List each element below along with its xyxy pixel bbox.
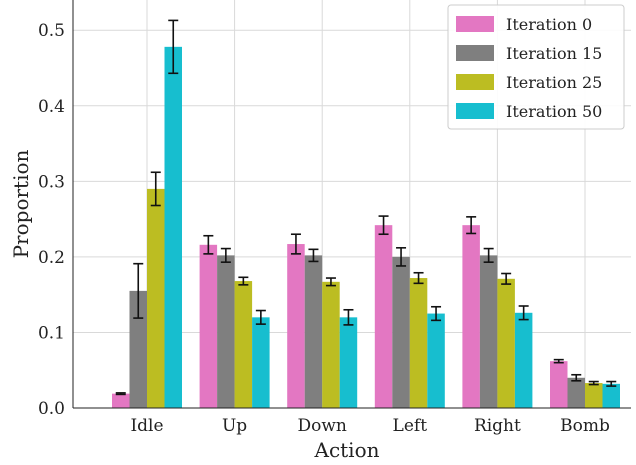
- y-tick-label: 0.2: [38, 248, 65, 268]
- bar: [374, 225, 393, 408]
- bar: [147, 188, 165, 408]
- legend-box: [447, 4, 625, 130]
- bar-series: [112, 46, 620, 408]
- bar: [392, 256, 410, 408]
- y-tick-label: 0.0: [38, 399, 65, 419]
- bar: [550, 361, 568, 408]
- legend-label: Iteration 0: [506, 15, 592, 34]
- y-tick-label: 0.1: [38, 323, 65, 343]
- bar: [409, 278, 428, 408]
- bar: [164, 46, 182, 408]
- x-tick-label: Right: [474, 416, 521, 436]
- bar: [129, 290, 147, 408]
- bar: [462, 225, 480, 408]
- x-tick-labels: Idle Up Down Left Right Bomb: [130, 416, 610, 436]
- bar: [234, 281, 253, 408]
- bar: [304, 255, 323, 408]
- bar: [199, 244, 218, 408]
- y-tick-label: 0.3: [38, 172, 65, 192]
- bar: [287, 244, 305, 408]
- legend-label: Iteration 15: [506, 44, 602, 63]
- x-tick-label: Left: [393, 416, 428, 436]
- bar: [585, 383, 603, 408]
- bar: [514, 312, 533, 408]
- bar: [322, 281, 340, 408]
- y-axis-label: Proportion: [9, 149, 33, 258]
- x-tick-label: Up: [222, 416, 247, 436]
- error-bars: [115, 19, 617, 396]
- x-axis-label: Action: [314, 438, 380, 462]
- legend-swatch: [456, 45, 494, 61]
- bar: [479, 255, 498, 408]
- y-tick-label: 0.5: [38, 21, 65, 41]
- x-tick-label: Down: [298, 416, 347, 436]
- y-tick-label: 0.4: [38, 97, 65, 117]
- bar: [567, 377, 585, 408]
- bar: [112, 393, 130, 408]
- bar: [339, 317, 358, 408]
- x-tick-label: Bomb: [560, 416, 610, 436]
- x-tick-label: Idle: [130, 416, 163, 436]
- y-tick-labels: 0.0 0.1 0.2 0.3 0.4 0.5: [38, 21, 65, 419]
- legend-swatch: [456, 103, 494, 119]
- legend: Iteration 0 Iteration 15 Iteration 25 Itera…: [447, 4, 625, 130]
- bar: [497, 278, 515, 408]
- legend-swatch: [456, 74, 494, 90]
- bar: [602, 383, 620, 408]
- legend-label: Iteration 50: [506, 102, 602, 121]
- bar: [217, 255, 235, 408]
- axes: [72, 0, 631, 409]
- legend-swatch: [456, 16, 494, 32]
- legend-label: Iteration 25: [506, 73, 602, 92]
- bar: [427, 313, 445, 408]
- bar: [252, 317, 270, 408]
